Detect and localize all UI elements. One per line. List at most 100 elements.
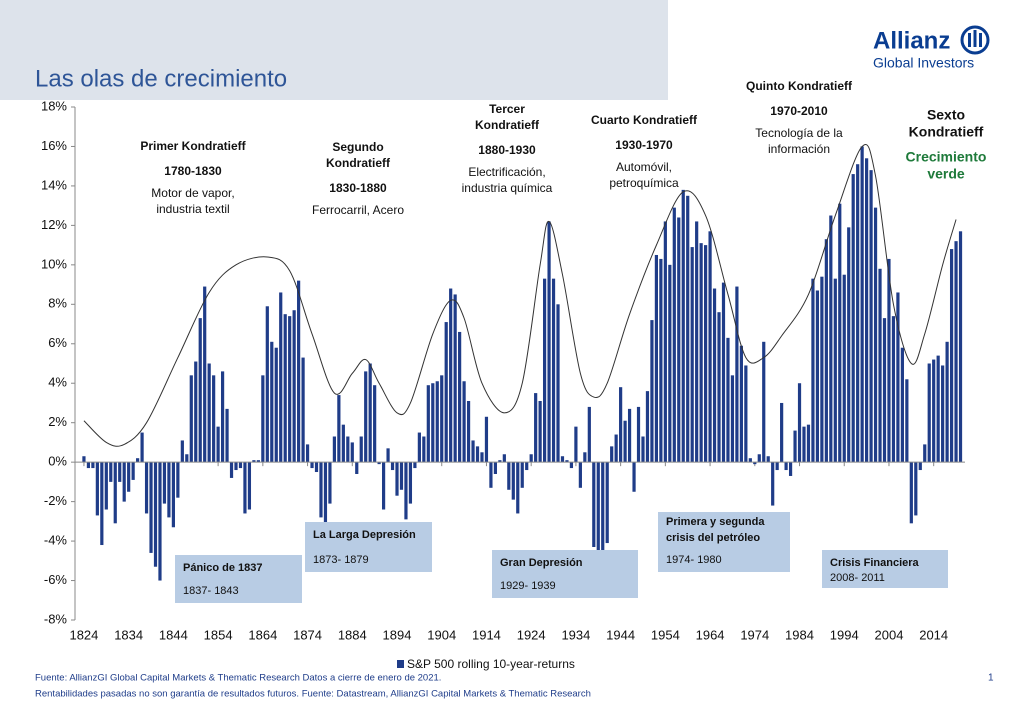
bar [413,462,417,469]
era-years: 1830-1880 [329,181,387,195]
bar [757,454,761,463]
bar [619,387,623,463]
bar [802,426,806,463]
y-tick-label: 4% [48,375,67,390]
bar [140,432,144,463]
bar [601,462,605,573]
era-desc: industria textil [156,202,229,216]
bar [712,288,717,463]
era-name: Tercer [489,102,525,116]
era-desc: verde [927,166,965,182]
bar [426,385,430,463]
x-tick-label: 1884 [338,627,367,642]
bar [878,268,882,463]
bar [171,462,175,528]
bar [775,462,779,471]
bar [641,436,645,463]
y-tick-label: 16% [41,138,67,153]
x-tick-label: 2004 [875,627,904,642]
x-tick-label: 1934 [561,627,590,642]
era-desc: Tecnología de la [755,126,843,140]
crisis-name: crisis del petróleo [666,532,760,544]
bar [399,462,404,490]
crisis-name: Gran Depresión [500,557,583,569]
x-tick-label: 1974 [740,627,769,642]
bar [645,391,650,463]
bar [243,462,247,514]
bar [659,258,663,463]
bar [216,426,220,463]
bar [851,174,855,463]
bar [605,462,609,544]
bar [784,462,788,471]
y-tick-label: 18% [41,98,67,113]
x-tick-label: 1824 [69,627,98,642]
bar [842,274,846,463]
bar [941,365,945,463]
bar [525,462,529,471]
bar [292,310,296,463]
bar [909,462,913,524]
bar [860,146,864,463]
wave-line [83,144,957,447]
bar [936,355,940,463]
bar [207,363,211,463]
x-tick-label: 1904 [427,627,456,642]
x-tick-label: 1964 [696,627,725,642]
y-tick-label: -8% [44,611,68,626]
x-tick-label: 1874 [293,627,322,642]
bar [283,314,287,463]
bar [534,393,538,463]
bar [256,460,260,463]
bar [502,454,506,463]
bar [690,247,694,463]
bar [355,462,359,474]
bar [578,462,582,488]
bar [113,462,117,524]
y-tick-label: 14% [41,177,67,192]
crisis-name: Primera y segunda [666,516,765,528]
bar [704,245,708,463]
bar [149,462,153,553]
bar [390,462,395,471]
logo-subtitle: Global Investors [873,55,974,71]
bar [739,345,743,463]
x-tick-label: 1844 [159,627,188,642]
era-desc: Ferrocarril, Acero [312,203,404,217]
bar [771,462,775,506]
era-years: 1880-1930 [478,143,536,157]
logo: Allianz [873,27,950,54]
bar [793,430,797,463]
x-tick-label: 1914 [472,627,501,642]
bar [136,458,140,463]
bar [247,462,252,510]
era-years: 1780-1830 [164,164,222,178]
bar [587,406,591,463]
bar [198,318,202,463]
bar [632,462,636,492]
era-desc: información [768,142,830,156]
crisis-name: La Larga Depresión [313,529,416,541]
bar [100,462,104,546]
bar [891,316,896,463]
bar [574,426,578,463]
bar [887,258,891,463]
y-tick-label: 6% [48,335,67,350]
bar [359,436,363,463]
x-tick-label: 1954 [651,627,680,642]
bar [708,231,712,463]
bar [189,375,193,463]
bar [395,462,399,496]
bar [735,286,739,463]
bar [744,365,748,463]
legend-swatch [397,660,404,668]
bar [180,440,184,463]
bar [332,436,336,463]
bar [869,170,873,463]
bar [337,395,341,463]
bar [650,320,654,463]
bar [560,456,565,463]
bar [923,444,927,463]
bar [556,304,560,463]
era-desc: Motor de vapor, [151,186,234,200]
